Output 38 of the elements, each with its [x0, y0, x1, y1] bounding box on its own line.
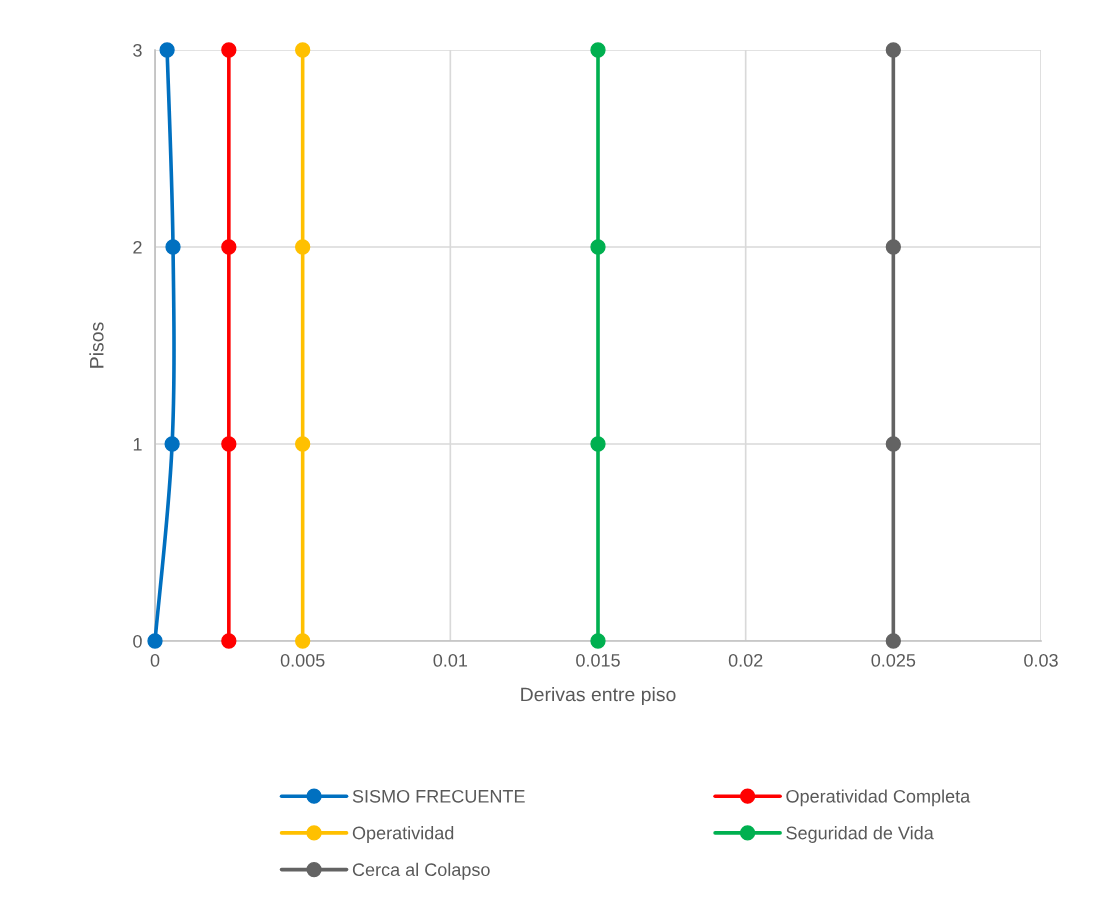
x-tick-label: 0.03 — [1024, 653, 1058, 667]
point — [590, 633, 606, 649]
point — [885, 633, 901, 649]
point — [165, 239, 181, 255]
y-tick-label: 1 — [133, 438, 142, 451]
point — [885, 239, 901, 255]
point — [295, 42, 311, 58]
y-tick-label: 0 — [133, 634, 142, 648]
x-tick-label: 0.015 — [576, 653, 620, 667]
x-axis-title: Derivas entre piso — [521, 687, 676, 706]
point — [885, 436, 901, 452]
legend-label: Seguridad de Vida — [786, 826, 934, 843]
point — [147, 633, 163, 649]
point — [221, 42, 237, 58]
x-tick-label: 0 — [150, 653, 160, 667]
point — [590, 42, 606, 58]
point — [221, 436, 237, 452]
point — [885, 42, 901, 58]
y-axis-title: Pisos — [89, 322, 104, 368]
x-tick-label: 0.02 — [728, 653, 763, 667]
y-tick-label: 2 — [133, 240, 142, 254]
legend-label: Operatividad — [352, 826, 454, 843]
point — [590, 239, 606, 255]
point — [590, 436, 606, 452]
x-tick-label: 0.025 — [871, 653, 916, 667]
point — [221, 239, 237, 255]
point — [164, 436, 180, 452]
point — [221, 633, 237, 649]
point — [295, 436, 311, 452]
x-tick-label: 0.005 — [280, 653, 325, 667]
y-tick-label: 3 — [133, 43, 142, 57]
legend-label: Cerca al Colapso — [352, 862, 490, 880]
legend-label: SISMO FRECUENTE — [352, 789, 525, 803]
x-tick-label: 0.01 — [433, 653, 468, 667]
point — [159, 42, 175, 58]
point — [295, 239, 311, 255]
point — [295, 633, 311, 649]
legend-label: Operatividad Completa — [786, 789, 971, 807]
